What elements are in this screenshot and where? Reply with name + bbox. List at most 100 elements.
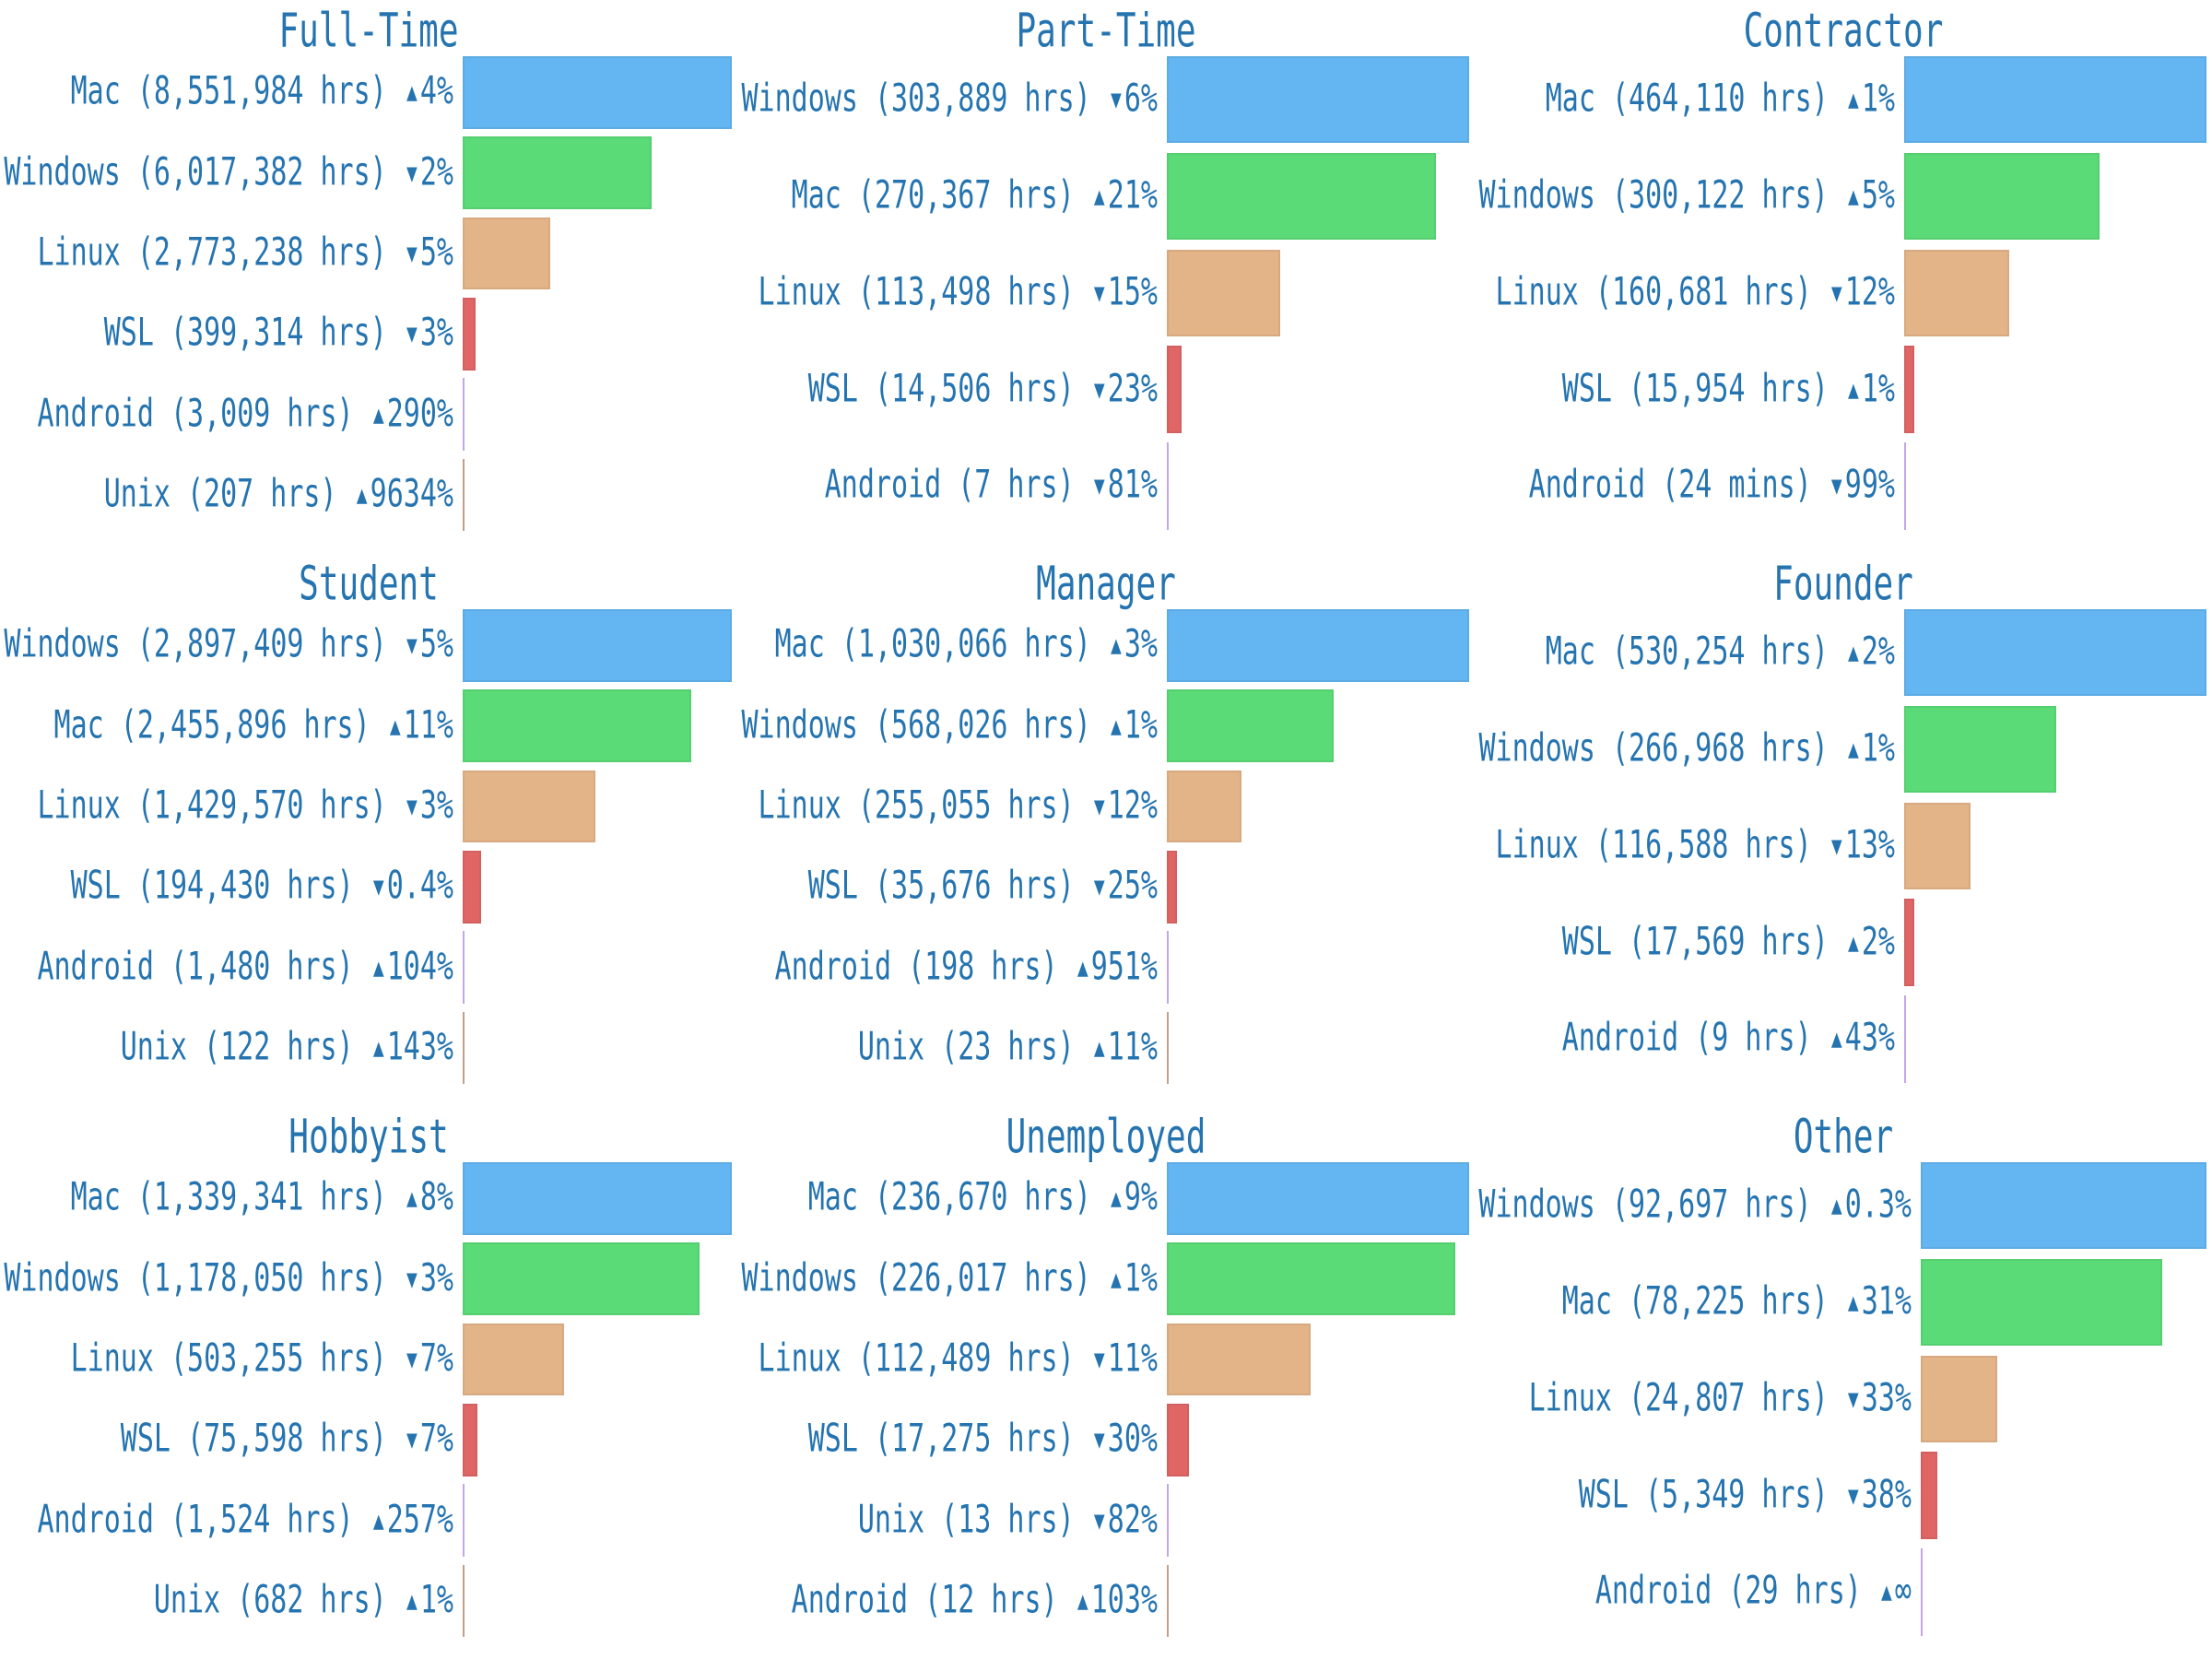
bar-label-text: Unix (682 hrs) — [153, 1577, 387, 1623]
chart-panel-hobbyist: Hobbyist Mac (1,339,341 hrs) ▴8% Windows (… — [0, 1106, 737, 1659]
change-indicator: ▾3% — [403, 1255, 453, 1301]
bar — [463, 217, 550, 290]
bar-label: Linux (255,055 hrs) ▾12% — [737, 781, 1158, 832]
bar-label-text: Android (24 mins) — [1528, 463, 1812, 509]
bar-label-text: Windows (92,697 hrs) — [1478, 1182, 1812, 1228]
bar-label: Mac (464,110 hrs) ▴1% — [1475, 74, 1895, 125]
chart-panel-founder: Founder Mac (530,254 hrs) ▴2% Windows (266… — [1475, 553, 2212, 1106]
bar-label: WSL (75,598 hrs) ▾7% — [0, 1414, 453, 1465]
bar — [1167, 1242, 1456, 1315]
bar-label-text: WSL (15,954 hrs) — [1561, 366, 1829, 412]
bar-label-text: Mac (8,551,984 hrs) — [70, 69, 387, 115]
bar-label: Linux (24,807 hrs) ▾33% — [1475, 1373, 1912, 1425]
bar — [463, 1323, 564, 1396]
chart-panel-student: Student Windows (2,897,409 hrs) ▾5% Mac (2… — [0, 553, 737, 1106]
bar-label: Android (198 hrs) ▴951% — [737, 942, 1158, 994]
bar — [1921, 1355, 1997, 1442]
bar — [1904, 346, 1915, 433]
change-indicator: ▾12% — [1090, 782, 1158, 829]
bar — [1167, 249, 1280, 336]
change-indicator: ▴3% — [1107, 622, 1158, 668]
chart-title: Hobbyist — [288, 1111, 449, 1165]
change-indicator: ▴951% — [1074, 944, 1158, 990]
bar-label: Windows (1,178,050 hrs) ▾3% — [0, 1253, 453, 1305]
bar-label-text: WSL (35,676 hrs) — [807, 864, 1075, 910]
bar-label-text: Android (29 hrs) — [1594, 1569, 1862, 1615]
change-indicator: ▴11% — [1090, 1024, 1158, 1070]
bar-label-text: Windows (568,026 hrs) — [741, 702, 1091, 748]
change-indicator: ▾13% — [1828, 822, 1895, 868]
bar — [463, 1404, 478, 1477]
change-indicator: ▴21% — [1090, 172, 1158, 218]
change-indicator: ▴43% — [1828, 1016, 1895, 1062]
bar-label-text: Android (7 hrs) — [824, 463, 1075, 509]
bar — [463, 298, 476, 371]
change-indicator: ▴11% — [386, 702, 453, 748]
bar-label: WSL (35,676 hrs) ▾25% — [737, 861, 1158, 912]
bar-label-text: Linux (113,498 hrs) — [758, 269, 1075, 315]
bar-label: Unix (23 hrs) ▴11% — [737, 1022, 1158, 1074]
change-indicator: ▴1% — [403, 1577, 453, 1623]
change-indicator: ▾5% — [403, 229, 453, 276]
bar-label: Windows (2,897,409 hrs) ▾5% — [0, 619, 453, 671]
bar-label-text: Windows (303,889 hrs) — [741, 76, 1091, 122]
chart-panel-part-time: Part-Time Windows (303,889 hrs) ▾6% Mac (2… — [737, 0, 1475, 553]
change-indicator: ▴1% — [1107, 1255, 1158, 1301]
bar-label-text: WSL (75,598 hrs) — [120, 1417, 387, 1463]
change-indicator: ▾11% — [1090, 1335, 1158, 1382]
change-indicator: ▾99% — [1828, 463, 1895, 509]
bar — [1904, 899, 1914, 986]
bar — [1167, 1404, 1189, 1477]
bar — [1167, 152, 1436, 241]
change-indicator: ▾15% — [1090, 269, 1158, 315]
bar-label-text: WSL (17,569 hrs) — [1561, 919, 1829, 965]
bar — [1921, 1452, 1937, 1539]
chart-panel-full-time: Full-Time Mac (8,551,984 hrs) ▴4% Windows … — [0, 0, 737, 553]
bar — [463, 851, 481, 924]
bar-label-text: Unix (122 hrs) — [120, 1024, 354, 1070]
bar-label: WSL (17,275 hrs) ▾30% — [737, 1414, 1158, 1465]
change-indicator: ▴9634% — [353, 471, 453, 517]
bar — [1904, 56, 2206, 144]
bar-label-text: Android (1,480 hrs) — [37, 944, 354, 990]
bar-label-text: Linux (112,489 hrs) — [758, 1335, 1075, 1382]
bar-label-text: Windows (2,897,409 hrs) — [4, 622, 387, 668]
chart-title: Student — [299, 558, 439, 612]
bar — [1921, 1258, 2162, 1347]
change-indicator: ▾38% — [1844, 1472, 1912, 1518]
bar-label-text: WSL (399,314 hrs) — [103, 311, 387, 357]
bar — [1167, 1564, 1169, 1638]
bar — [463, 609, 732, 682]
bar-label-text: Android (198 hrs) — [774, 944, 1058, 990]
bar-label: Windows (266,968 hrs) ▴1% — [1475, 724, 1895, 775]
bar — [1904, 705, 2057, 794]
bar-label: Windows (303,889 hrs) ▾6% — [737, 74, 1158, 125]
bar — [463, 931, 465, 1004]
chart-title: Contractor — [1743, 5, 1944, 59]
bar — [1167, 1323, 1311, 1396]
bar — [1921, 1548, 1923, 1636]
bar-label: Unix (207 hrs) ▴9634% — [0, 469, 453, 521]
bar — [1904, 152, 2100, 241]
change-indicator: ▾82% — [1090, 1497, 1158, 1543]
bar-label-text: Mac (1,030,066 hrs) — [774, 622, 1091, 668]
bar — [1167, 931, 1169, 1004]
bar-label: Mac (1,030,066 hrs) ▴3% — [737, 619, 1158, 671]
bar-label: Linux (2,773,238 hrs) ▾5% — [0, 228, 453, 279]
bar-label: Windows (6,017,382 hrs) ▾2% — [0, 147, 453, 199]
change-indicator: ▴2% — [1844, 919, 1895, 965]
bar-label-text: Mac (464,110 hrs) — [1545, 76, 1829, 122]
bar-label-text: Linux (1,429,570 hrs) — [37, 782, 387, 829]
bar-label: Linux (113,498 hrs) ▾15% — [737, 267, 1158, 319]
bar-label: Mac (2,455,896 hrs) ▴11% — [0, 700, 453, 752]
bar-label: Unix (122 hrs) ▴143% — [0, 1022, 453, 1074]
change-indicator: ▴1% — [1844, 366, 1895, 412]
bar-label-text: Mac (530,254 hrs) — [1545, 629, 1829, 675]
bar-label: Unix (682 hrs) ▴1% — [0, 1575, 453, 1627]
bar-label: Android (24 mins) ▾99% — [1475, 460, 1895, 512]
bar-label: WSL (399,314 hrs) ▾3% — [0, 308, 453, 359]
bar-label: Windows (226,017 hrs) ▴1% — [737, 1253, 1158, 1305]
bar-label-text: WSL (17,275 hrs) — [807, 1417, 1075, 1463]
bar-label: Android (9 hrs) ▴43% — [1475, 1013, 1895, 1065]
bar — [463, 1011, 465, 1085]
